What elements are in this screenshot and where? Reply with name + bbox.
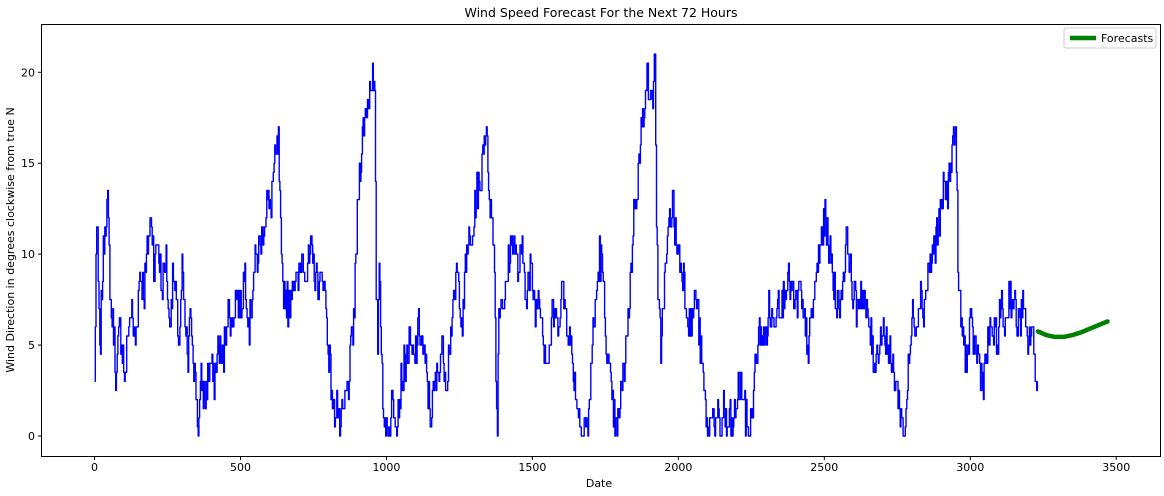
x-tick-label: 3000 bbox=[956, 461, 984, 474]
y-axis-label: Wind Direction in degrees clockwise from… bbox=[4, 107, 17, 372]
x-tick-label: 2500 bbox=[810, 461, 838, 474]
x-tick-label: 500 bbox=[230, 461, 251, 474]
chart-title: Wind Speed Forecast For the Next 72 Hour… bbox=[465, 5, 738, 20]
series-observed-line bbox=[94, 53, 1039, 437]
y-tick-label: 0 bbox=[28, 430, 35, 443]
x-axis: 0 500 1000 1500 2000 2500 3000 3500 bbox=[91, 456, 1130, 474]
y-tick-label: 20 bbox=[21, 66, 35, 79]
x-tick-label: 1500 bbox=[518, 461, 546, 474]
x-tick-label: 3500 bbox=[1102, 461, 1130, 474]
series-forecasts-line bbox=[1035, 319, 1110, 340]
x-tick-label: 2000 bbox=[664, 461, 692, 474]
legend-label-forecasts: Forecasts bbox=[1101, 32, 1154, 45]
legend: Forecasts bbox=[1063, 27, 1157, 49]
y-tick-label: 10 bbox=[21, 248, 35, 261]
legend-box bbox=[1063, 27, 1157, 49]
y-tick-label: 5 bbox=[28, 339, 35, 352]
x-axis-label: Date bbox=[586, 477, 613, 490]
y-axis: 0 5 10 15 20 bbox=[21, 66, 42, 443]
x-tick-label: 1000 bbox=[372, 461, 400, 474]
x-tick-label: 0 bbox=[91, 461, 98, 474]
plot-frame bbox=[41, 24, 1161, 457]
y-tick-label: 15 bbox=[21, 157, 35, 170]
series-layer bbox=[94, 53, 1110, 437]
